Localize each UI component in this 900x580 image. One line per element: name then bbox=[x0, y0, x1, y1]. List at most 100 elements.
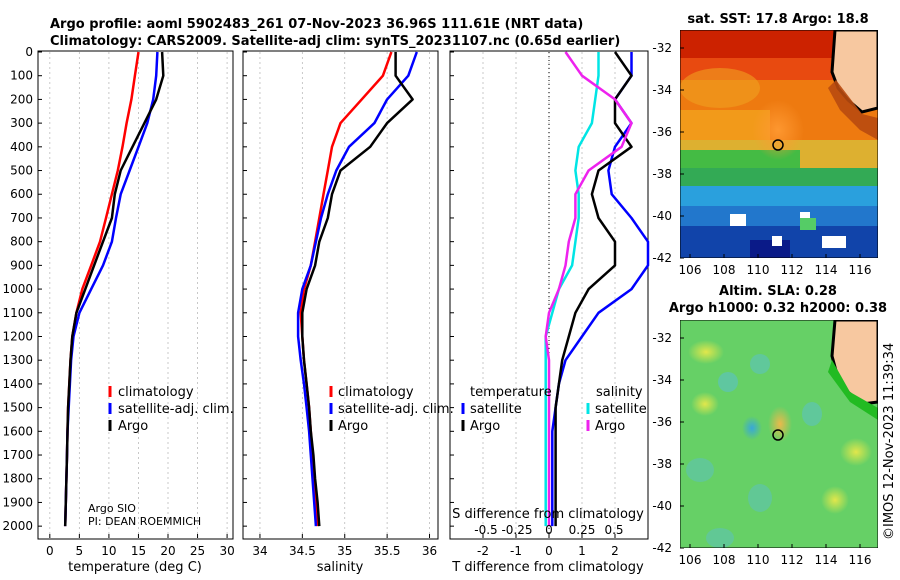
series-t-satellite bbox=[551, 52, 650, 527]
map-lat-tick: -36 bbox=[652, 415, 672, 429]
x-tick-label: 35.5 bbox=[374, 544, 401, 558]
temperature-panel bbox=[37, 50, 234, 540]
header-title-line1: Argo profile: aoml 5902483_261 07-Nov-20… bbox=[50, 17, 583, 32]
series-climatology bbox=[63, 51, 140, 527]
legend-label: climatology bbox=[118, 385, 194, 400]
x-tick-label: 15 bbox=[131, 544, 146, 558]
x-tick-label: 34 bbox=[252, 544, 267, 558]
depth-tick-label: 700 bbox=[10, 211, 33, 225]
x-tick-label: 34.5 bbox=[289, 544, 316, 558]
sst-argo-marker bbox=[772, 139, 784, 151]
legend-label: satellite bbox=[470, 402, 522, 417]
depth-tick-label: 1600 bbox=[2, 424, 33, 438]
legend-label: Argo bbox=[470, 419, 500, 434]
temperature-legend: climatology satellite-adj. clim. Argo bbox=[108, 385, 234, 434]
sla-map-title-line1: Altim. SLA: 0.28 bbox=[719, 284, 837, 299]
depth-tick-label: 1300 bbox=[2, 353, 33, 367]
map-lon-tick: 110 bbox=[747, 263, 770, 277]
x-tick-label: 5 bbox=[76, 544, 84, 558]
series-lines bbox=[63, 51, 650, 527]
x-tick-label: 30 bbox=[219, 544, 234, 558]
depth-tick-label: 0 bbox=[25, 45, 33, 59]
depth-tick-label: 1500 bbox=[2, 401, 33, 415]
map-lat-tick: -32 bbox=[652, 41, 672, 55]
legend-title-temperature: temperature bbox=[470, 385, 552, 400]
salinity-panel bbox=[242, 50, 439, 540]
depth-tick-label: 2000 bbox=[2, 519, 33, 533]
s-diff-ticks: -0.5 -0.25 0 0.25 0.5 bbox=[474, 523, 623, 537]
sst-map bbox=[680, 30, 878, 258]
temperature-xlabel: temperature (deg C) bbox=[68, 560, 202, 575]
legend-label: Argo bbox=[338, 419, 368, 434]
map-lon-tick: 116 bbox=[849, 553, 872, 567]
depth-tick-label: 1200 bbox=[2, 329, 33, 343]
map-lon-tick: 112 bbox=[781, 263, 804, 277]
depth-tick-label: 800 bbox=[10, 235, 33, 249]
grid-lines bbox=[49, 52, 616, 538]
difference-panel bbox=[449, 50, 649, 540]
salinity-xlabel: salinity bbox=[317, 560, 364, 575]
map-lon-tick: 112 bbox=[781, 553, 804, 567]
depth-axis: 0 100 200 300 400 500 600 700 800 900 1000 1100 1200… bbox=[2, 45, 454, 533]
depth-tick-label: 1000 bbox=[2, 282, 33, 296]
series-s-argo bbox=[544, 51, 633, 527]
difference-xlabel-top: S difference from climatology bbox=[452, 507, 644, 522]
salinity-legend: climatology satellite-adj. clim. Argo bbox=[329, 385, 454, 434]
map-lon-tick: 110 bbox=[747, 553, 770, 567]
s-tick: 0.25 bbox=[569, 523, 596, 537]
series-argo bbox=[301, 52, 414, 527]
map-lat-tick: -38 bbox=[652, 457, 672, 471]
sst-map-title: sat. SST: 17.8 Argo: 18.8 bbox=[687, 12, 868, 27]
depth-tick-label: 1400 bbox=[2, 377, 33, 391]
legend-label: satellite bbox=[595, 402, 647, 417]
map-tick-labels: -32 -34 -36 -38 -40 -42 106 108 110 112 114 116 -32 -… bbox=[652, 41, 871, 567]
map-lat-tick: -42 bbox=[652, 541, 672, 555]
map-lat-tick: -38 bbox=[652, 167, 672, 181]
map-lat-tick: -40 bbox=[652, 499, 672, 513]
depth-tick-label: 1900 bbox=[2, 495, 33, 509]
header-title-line2: Climatology: CARS2009. Satellite-adj cli… bbox=[50, 34, 620, 49]
x-tick-label: -2 bbox=[477, 544, 489, 558]
sla-map-title-line2: Argo h1000: 0.32 h2000: 0.38 bbox=[669, 301, 887, 316]
map-lon-tick: 108 bbox=[713, 263, 736, 277]
map-lat-tick: -36 bbox=[652, 125, 672, 139]
x-tick-label: 2 bbox=[611, 544, 619, 558]
legend-label: climatology bbox=[338, 385, 414, 400]
s-tick: -0.5 bbox=[474, 523, 497, 537]
difference-xlabel: T difference from climatology bbox=[451, 560, 644, 575]
map-lon-tick: 108 bbox=[713, 553, 736, 567]
series-argo bbox=[63, 51, 165, 527]
imos-footer: ©IMOS 12-Nov-2023 11:39:34 bbox=[882, 343, 897, 540]
s-tick: -0.25 bbox=[501, 523, 532, 537]
sla-map bbox=[680, 320, 878, 548]
depth-tick-label: 1700 bbox=[2, 448, 33, 462]
depth-tick-label: 400 bbox=[10, 140, 33, 154]
legend-label: Argo bbox=[595, 419, 625, 434]
map-lon-tick: 114 bbox=[815, 553, 838, 567]
pi-annotation-line1: Argo SIO bbox=[88, 502, 136, 515]
map-lon-tick: 106 bbox=[679, 263, 702, 277]
depth-tick-label: 600 bbox=[10, 187, 33, 201]
map-lon-tick: 106 bbox=[679, 553, 702, 567]
legend-label: satellite-adj. clim. bbox=[118, 402, 234, 417]
depth-tick-label: 500 bbox=[10, 164, 33, 178]
depth-tick-label: 100 bbox=[10, 69, 33, 83]
series-s-satellite bbox=[544, 52, 600, 527]
legend-label: satellite-adj. clim. bbox=[338, 402, 454, 417]
x-tick-label: 0 bbox=[545, 544, 553, 558]
depth-tick-label: 300 bbox=[10, 116, 33, 130]
sla-argo-marker bbox=[772, 429, 784, 441]
difference-legend: temperature satellite Argo salinity sate… bbox=[461, 385, 647, 434]
legend-label: Argo bbox=[118, 419, 148, 434]
depth-tick-label: 200 bbox=[10, 92, 33, 106]
series-t-argo bbox=[554, 51, 633, 527]
map-lat-tick: -42 bbox=[652, 251, 672, 265]
map-lat-tick: -34 bbox=[652, 83, 672, 97]
x-tick-label: 35 bbox=[337, 544, 352, 558]
depth-tick-label: 900 bbox=[10, 258, 33, 272]
map-lat-tick: -34 bbox=[652, 373, 672, 387]
series-satellite-adj-clim- bbox=[296, 51, 418, 527]
map-lat-tick: -32 bbox=[652, 331, 672, 345]
map-lon-tick: 116 bbox=[849, 263, 872, 277]
